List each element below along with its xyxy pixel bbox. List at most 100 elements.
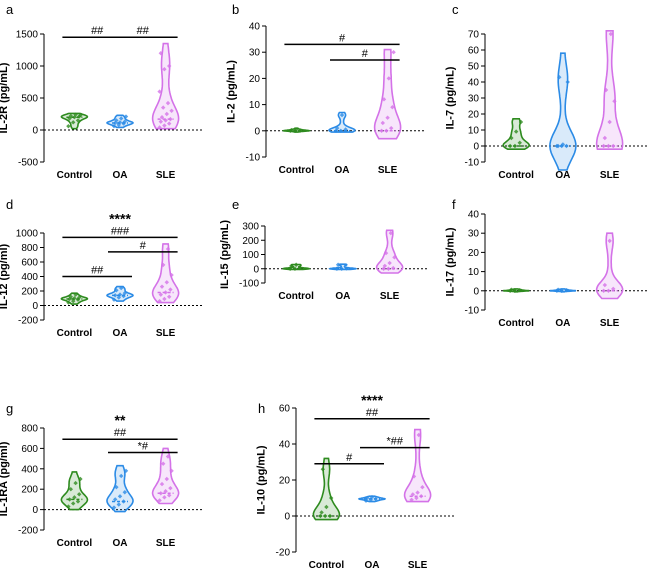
data-point [339,266,344,271]
data-point [114,484,119,490]
data-point [564,288,569,293]
data-point [68,294,73,299]
data-point [168,287,173,292]
violin-control [60,471,89,511]
data-point [158,292,163,297]
y-tick-label: 20 [249,74,261,85]
data-point [388,230,394,236]
data-point [163,290,168,295]
data-point [415,490,420,495]
data-point [608,31,614,37]
y-tick-label: 60 [279,404,291,415]
data-point [163,118,168,123]
data-point [122,119,127,124]
y-tick-label: 500 [21,94,38,105]
data-point [162,296,167,302]
x-tick-label: OA [555,170,570,181]
data-point [386,76,392,81]
data-point [297,128,303,133]
violin-sle [373,48,402,140]
comparison-label: ## [114,427,127,439]
y-tick-label: 0 [284,512,290,523]
data-point [419,494,424,499]
y-axis-label: IL-7 (pg/mL) [445,66,457,129]
comparison-label: ## [91,25,104,37]
data-point [77,295,82,300]
x-tick-label: OA [335,291,350,302]
data-point [157,298,162,304]
x-tick-label: SLE [600,170,620,181]
data-point [517,140,522,145]
data-point [77,492,82,497]
data-point [75,118,81,123]
data-point [165,100,171,106]
violin-sle [595,29,624,150]
panel-letter: g [6,401,13,416]
y-tick-label: 100 [242,250,259,261]
data-point [116,502,121,507]
x-tick-label: Control [309,560,345,571]
data-point [157,125,162,130]
panel-letter: c [452,2,459,17]
data-point [323,513,328,519]
y-tick-label: 10 [468,267,480,278]
panel-c: c -10 0 10 20 30 40 50 60 70 IL-7 (pg/mL) Control OA… [445,2,649,181]
data-point [414,495,419,501]
data-point [71,120,76,125]
data-point [66,123,71,129]
x-tick-label: Control [498,318,534,329]
data-point [165,454,171,459]
data-point [382,263,388,269]
data-point [73,112,78,117]
x-tick-label: SLE [408,560,428,571]
y-tick-label: -20 [276,548,291,559]
data-point [602,135,608,141]
y-axis-label: IL-10 (pg/mL) [256,445,268,514]
x-tick-label: Control [278,291,314,302]
data-point [319,510,324,515]
data-point [164,111,169,117]
panel-letter: d [6,197,13,212]
data-point [565,79,570,85]
data-point [509,287,514,292]
x-tick-label: OA [113,170,128,181]
data-point [117,494,123,499]
significance-stars: ** [115,412,126,428]
x-tick-label: Control [57,328,93,339]
data-point [517,288,522,293]
data-point [168,116,173,122]
data-point [168,485,173,491]
significance-stars: **** [361,392,383,408]
x-tick-label: Control [57,170,93,181]
data-point [512,288,518,293]
data-point [167,63,172,69]
data-point [289,263,294,269]
y-tick-label: 0 [254,126,260,137]
data-point [161,262,166,268]
data-point [161,105,166,110]
violin-oa [549,52,577,171]
comparison-label: # [140,240,147,252]
data-point [293,262,299,267]
data-point [390,105,395,110]
y-tick-label: 200 [242,236,259,247]
data-point [391,50,396,55]
data-point [557,75,562,80]
data-point [386,266,391,271]
data-point [158,51,163,56]
y-tick-label: -200 [18,316,38,327]
y-tick-label: 70 [468,30,480,41]
data-point [159,115,165,120]
data-point [606,143,611,149]
panel-f: f -10 0 10 20 30 40 IL-17 (pg/mL) Control OA SLE [445,197,649,329]
data-point [119,285,124,291]
data-point [157,498,162,503]
data-point [601,143,606,149]
data-point [158,119,163,124]
data-point [381,97,387,102]
comparison-label: # [362,48,369,60]
panel-e: e -100 0 100 200 300 IL-15 (pg/mL) Control OA SLE [219,197,429,302]
y-tick-label: 400 [21,272,38,283]
data-point [294,127,299,132]
